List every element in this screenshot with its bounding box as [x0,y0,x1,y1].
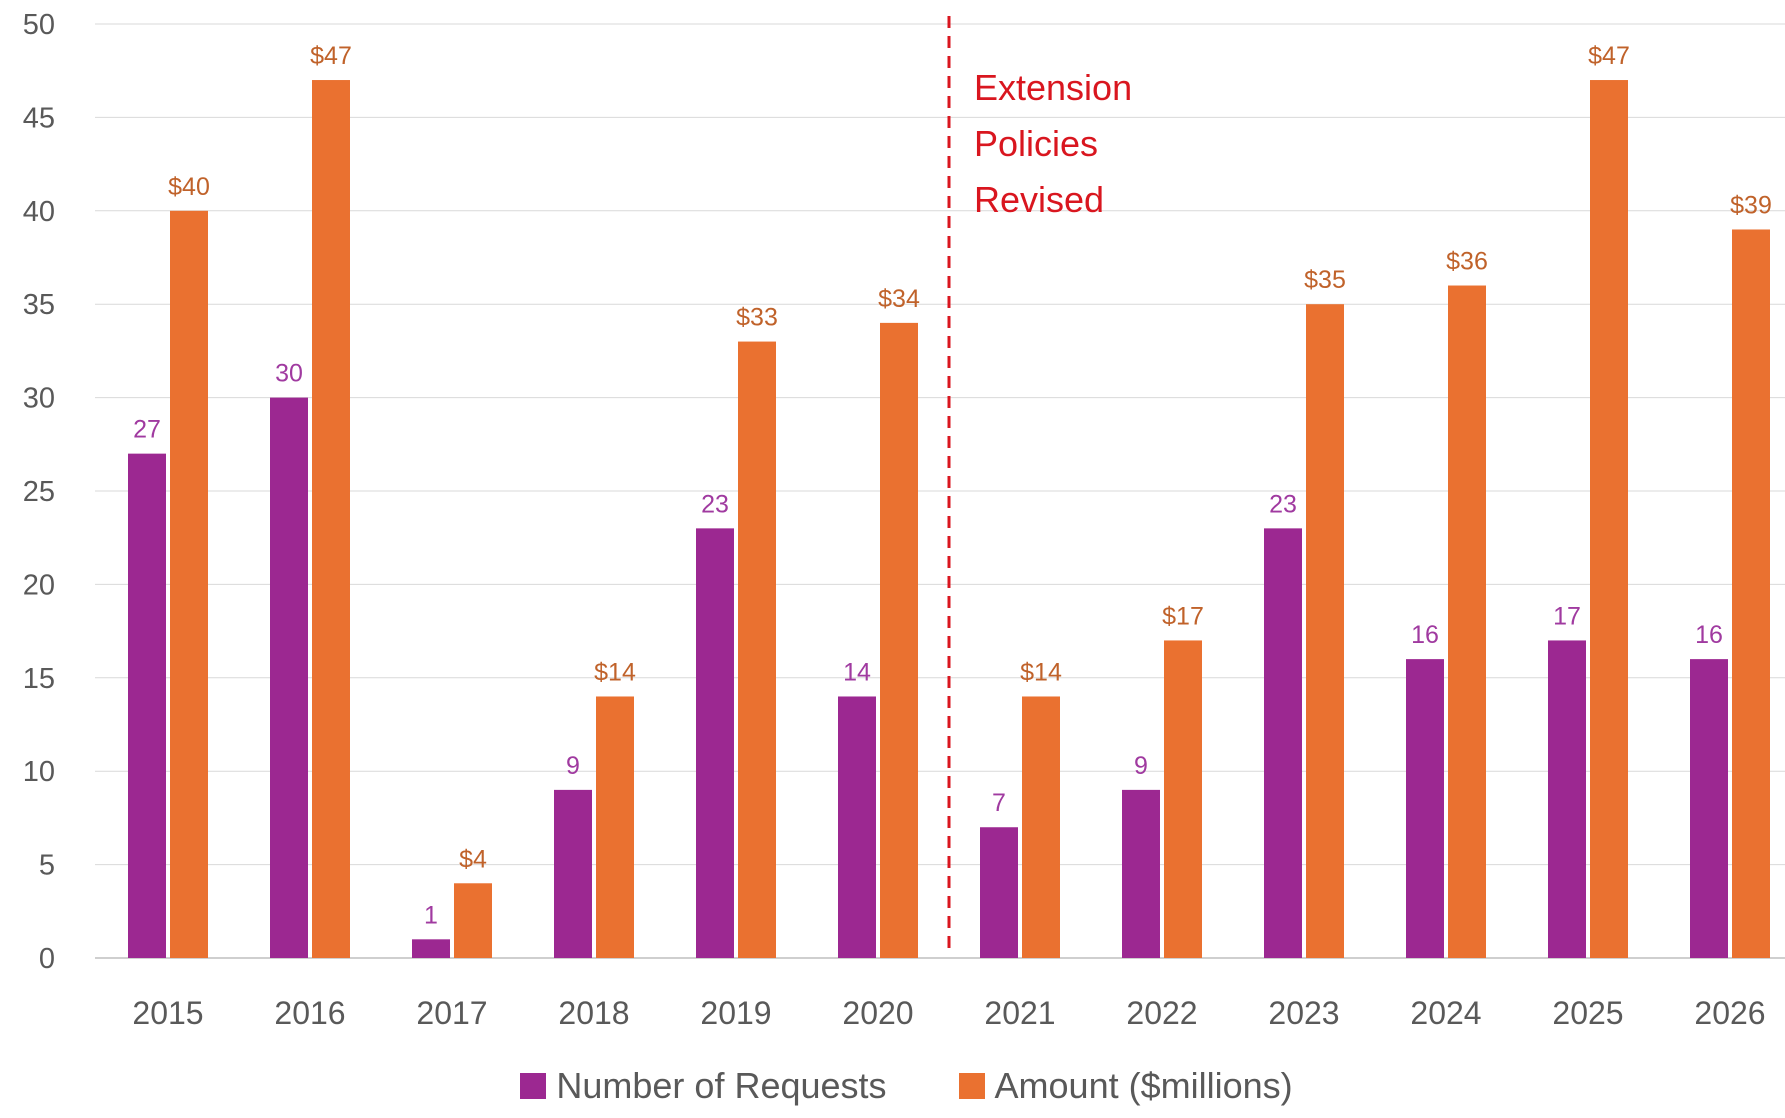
legend: Number of Requests Amount ($millions) [0,1062,1785,1110]
data-label-amount: $33 [736,304,778,332]
y-tick-label: 40 [23,196,55,228]
bar-requests [128,454,166,958]
data-label-requests: 23 [1269,490,1297,518]
legend-item-requests: Number of Requests [520,1065,886,1107]
bar-amount [1022,696,1060,958]
y-tick-label: 15 [23,663,55,695]
annotation-text-line: Extension [974,67,1132,108]
bar-amount [454,883,492,958]
x-tick-label: 2026 [1694,995,1765,1031]
bar-amount [738,342,776,958]
data-label-amount: $40 [168,173,210,201]
data-label-amount: $34 [878,285,920,313]
bar-amount [170,211,208,958]
y-tick-label: 25 [23,476,55,508]
annotation-text-line: Revised [974,179,1104,220]
data-label-requests: 16 [1411,621,1439,649]
bar-amount [1448,286,1486,958]
bar-amount [596,696,634,958]
data-label-amount: $47 [310,42,352,70]
bar-amount [1590,80,1628,958]
x-tick-label: 2019 [700,995,771,1031]
y-tick-label: 5 [39,850,55,882]
bar-requests [980,827,1018,958]
y-tick-label: 50 [23,9,55,41]
bar-requests [696,528,734,958]
x-tick-label: 2017 [416,995,487,1031]
x-axis-ticks: 2015 2016 2017 2018 2019 2020 2021 2022 2023 2024… [132,995,1765,1031]
bar-amount [312,80,350,958]
data-label-amount: $36 [1446,248,1488,276]
bar-requests [838,696,876,958]
data-label-requests: 9 [1134,752,1148,780]
data-labels: 27 $40 30 $47 1 $4 9 $14 23 $33 14 $34 7 $14 9 $17 23 $35… [133,42,1772,929]
bar-requests [1690,659,1728,958]
data-label-requests: 1 [424,901,438,929]
bar-amount [880,323,918,958]
legend-label-amount: Amount ($millions) [995,1065,1293,1107]
data-label-amount: $14 [594,658,636,686]
bar-requests [270,398,308,958]
data-label-requests: 27 [133,416,161,444]
bar-requests [1548,640,1586,958]
legend-swatch-amount [959,1073,985,1099]
data-label-amount: $17 [1162,602,1204,630]
legend-swatch-requests [520,1073,546,1099]
x-tick-label: 2024 [1410,995,1481,1031]
bar-requests [1406,659,1444,958]
x-tick-label: 2015 [132,995,203,1031]
y-tick-label: 45 [23,102,55,134]
y-tick-label: 30 [23,383,55,415]
data-label-amount: $4 [459,845,487,873]
bar-amount [1164,640,1202,958]
data-label-amount: $47 [1588,42,1630,70]
bar-amount [1732,229,1770,958]
data-label-requests: 23 [701,490,729,518]
legend-label-requests: Number of Requests [556,1065,886,1107]
x-tick-label: 2022 [1126,995,1197,1031]
bar-requests [412,939,450,958]
data-label-amount: $14 [1020,658,1062,686]
y-tick-label: 35 [23,289,55,321]
data-label-amount: $35 [1304,266,1346,294]
data-label-amount: $39 [1730,191,1772,219]
x-tick-label: 2020 [842,995,913,1031]
y-tick-label: 0 [39,943,55,975]
data-label-requests: 14 [843,658,871,686]
bar-requests [1264,528,1302,958]
x-tick-label: 2025 [1552,995,1623,1031]
x-tick-label: 2023 [1268,995,1339,1031]
y-axis-ticks: 0 5 10 15 20 25 30 35 40 45 50 [23,9,55,975]
data-label-requests: 16 [1695,621,1723,649]
x-tick-label: 2021 [984,995,1055,1031]
x-tick-label: 2016 [274,995,345,1031]
annotation-text-line: Policies [974,123,1098,164]
bar-requests [554,790,592,958]
legend-item-amount: Amount ($millions) [959,1065,1293,1107]
bar-requests [1122,790,1160,958]
x-tick-label: 2018 [558,995,629,1031]
data-label-requests: 30 [275,360,303,388]
data-label-requests: 9 [566,752,580,780]
data-label-requests: 17 [1553,602,1581,630]
data-label-requests: 7 [992,789,1006,817]
y-tick-label: 20 [23,569,55,601]
bar-amount [1306,304,1344,958]
y-tick-label: 10 [23,756,55,788]
